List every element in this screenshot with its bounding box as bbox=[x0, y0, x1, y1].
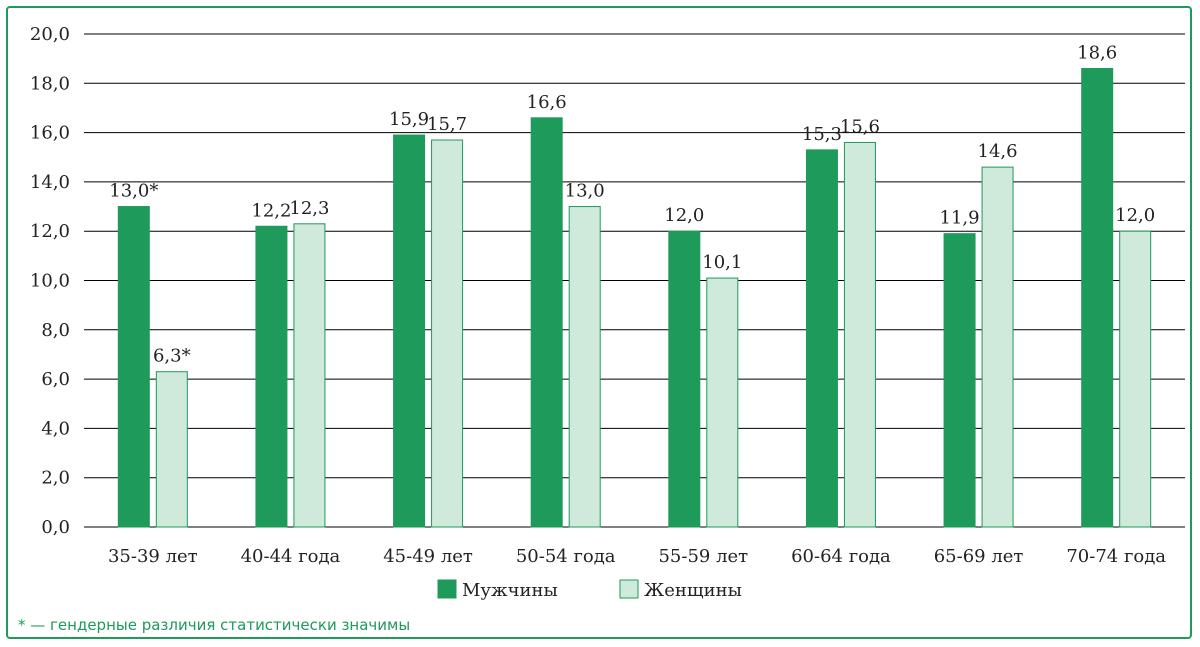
bar-women bbox=[843, 141, 876, 528]
x-tick-label: 55-59 лет bbox=[658, 546, 748, 567]
data-label: 12,2 bbox=[251, 200, 291, 221]
bar-men bbox=[117, 206, 150, 528]
y-tick-label: 0,0 bbox=[41, 517, 70, 538]
bar-men bbox=[530, 117, 563, 528]
legend-swatch-men bbox=[437, 579, 457, 599]
legend-label: Мужчины bbox=[462, 580, 558, 601]
x-tick-label: 65-69 лет bbox=[934, 546, 1024, 567]
data-label: 12,0 bbox=[664, 205, 704, 226]
data-label: 13,0 bbox=[565, 181, 605, 202]
bar-men bbox=[393, 134, 426, 528]
bar-women bbox=[706, 277, 739, 528]
y-tick-label: 18,0 bbox=[30, 73, 70, 94]
legend-swatch-women bbox=[619, 579, 639, 599]
bar-men bbox=[805, 149, 838, 528]
bar-women bbox=[431, 139, 464, 528]
y-tick-label: 4,0 bbox=[41, 418, 70, 439]
x-tick-label: 70-74 года bbox=[1066, 546, 1166, 567]
x-tick-label: 60-64 года bbox=[791, 546, 891, 567]
bar-women bbox=[981, 166, 1014, 528]
bar-women bbox=[155, 371, 188, 528]
y-tick-label: 14,0 bbox=[30, 172, 70, 193]
bar-women bbox=[568, 206, 601, 528]
bar-men bbox=[255, 225, 288, 528]
bar-men bbox=[668, 230, 701, 528]
data-label: 15,6 bbox=[840, 116, 880, 137]
data-label: 10,1 bbox=[702, 252, 742, 273]
legend-label: Женщины bbox=[644, 580, 742, 601]
data-label: 12,0 bbox=[1115, 205, 1155, 226]
x-tick-label: 50-54 года bbox=[516, 546, 616, 567]
data-label: 6,3* bbox=[153, 346, 191, 367]
bar-men bbox=[943, 233, 976, 528]
data-label: 15,7 bbox=[427, 114, 467, 135]
y-tick-label: 20,0 bbox=[30, 24, 70, 45]
x-tick-label: 40-44 года bbox=[241, 546, 341, 567]
data-label: 16,6 bbox=[527, 92, 567, 113]
y-tick-label: 12,0 bbox=[30, 221, 70, 242]
x-tick-label: 45-49 лет bbox=[383, 546, 473, 567]
bar-women bbox=[293, 223, 326, 528]
data-label: 11,9 bbox=[940, 208, 980, 229]
data-label: 12,3 bbox=[289, 198, 329, 219]
data-label: 15,9 bbox=[389, 109, 429, 130]
data-label: 13,0* bbox=[109, 181, 158, 202]
bar-men bbox=[1081, 68, 1114, 528]
y-tick-label: 8,0 bbox=[41, 320, 70, 341]
y-tick-label: 2,0 bbox=[41, 468, 70, 489]
data-label: 18,6 bbox=[1077, 43, 1117, 64]
x-tick-label: 35-39 лет bbox=[108, 546, 198, 567]
data-label: 15,3 bbox=[802, 124, 842, 145]
y-tick-label: 6,0 bbox=[41, 369, 70, 390]
y-tick-label: 16,0 bbox=[30, 123, 70, 144]
y-tick-label: 10,0 bbox=[30, 271, 70, 292]
data-label: 14,6 bbox=[978, 141, 1018, 162]
footnote: * — гендерные различия статистически зна… bbox=[18, 616, 411, 634]
bar-women bbox=[1119, 230, 1152, 528]
